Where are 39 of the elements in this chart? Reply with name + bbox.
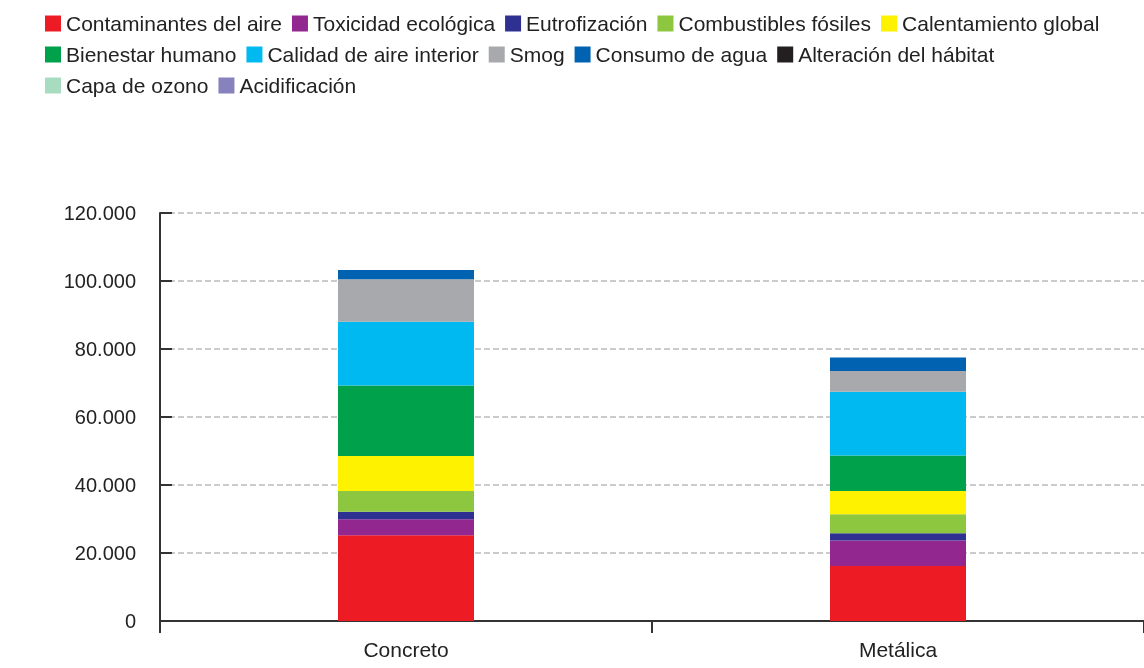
bar — [830, 455, 966, 492]
bar — [338, 279, 474, 322]
legend-label: Bienestar humano — [66, 43, 237, 66]
bar — [830, 491, 966, 515]
legend-label: Toxicidad ecológica — [312, 12, 496, 35]
legend-label: Calentamiento global — [902, 12, 1100, 35]
x-tick-label: Metálica — [858, 638, 938, 661]
bar — [830, 533, 966, 541]
bar — [338, 270, 474, 280]
y-tick-label: 20.000 — [74, 542, 136, 564]
legend-label: Calidad de aire interior — [267, 43, 479, 66]
legend-label: Contaminantes del aire — [66, 12, 282, 35]
legend-label: Eutrofización — [526, 12, 648, 35]
bar — [338, 535, 474, 621]
bar — [338, 456, 474, 492]
y-tick-label: 60.000 — [74, 406, 136, 428]
bar — [338, 511, 474, 520]
legend-label: Capa de ozono — [66, 74, 209, 97]
bar — [830, 357, 966, 372]
legend-label: Alteración del hábitat — [798, 43, 995, 66]
bar — [338, 491, 474, 512]
legend-label: Combustibles fósiles — [678, 12, 872, 35]
y-tick-label: 120.000 — [63, 202, 136, 224]
bar — [830, 371, 966, 392]
bar — [338, 385, 474, 457]
legend-label: Consumo de agua — [595, 43, 768, 66]
bar — [830, 540, 966, 566]
x-tick-label: Concreto — [363, 638, 449, 661]
y-tick-label: 0 — [124, 610, 136, 632]
legend-label: Smog — [509, 43, 565, 66]
bar — [830, 565, 966, 621]
y-tick-label: 40.000 — [74, 474, 136, 496]
y-tick-label: 100.000 — [63, 270, 136, 292]
legend-label: Acidificación — [239, 74, 357, 97]
bar — [338, 321, 474, 386]
bar — [830, 391, 966, 456]
y-tick-label: 80.000 — [74, 338, 136, 360]
bar — [830, 514, 966, 534]
bar — [338, 519, 474, 536]
